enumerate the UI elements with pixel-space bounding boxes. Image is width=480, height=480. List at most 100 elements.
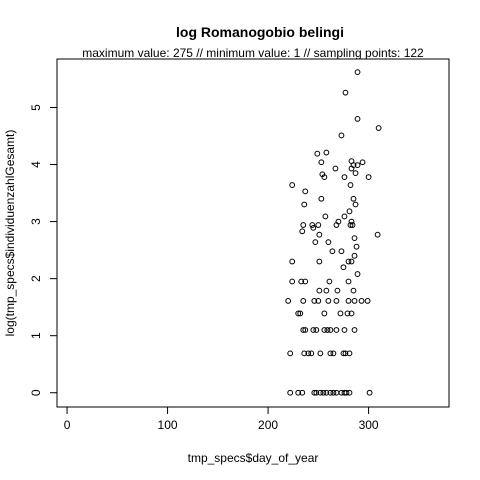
- x-tick-label: 200: [258, 418, 278, 432]
- y-tick-label: 3: [29, 218, 43, 225]
- data-point: [302, 327, 309, 333]
- data-point: [346, 350, 353, 357]
- data-point: [348, 258, 355, 265]
- data-point: [351, 297, 358, 304]
- data-point: [287, 350, 294, 357]
- data-point: [352, 170, 359, 176]
- data-point: [332, 165, 339, 172]
- data-point: [330, 350, 337, 357]
- data-point: [327, 327, 334, 333]
- data-point: [299, 228, 306, 235]
- data-point: [327, 350, 334, 357]
- data-point: [311, 297, 318, 304]
- data-points: [285, 69, 382, 396]
- data-point: [312, 239, 319, 246]
- data-point: [285, 297, 292, 304]
- data-point: [295, 389, 302, 396]
- data-point: [322, 213, 329, 220]
- data-point: [311, 389, 318, 396]
- y-axis-label: log(tmp_specs$individuenzahlGesamt): [3, 130, 17, 337]
- data-point: [324, 327, 331, 333]
- data-point: [300, 222, 307, 228]
- data-point: [327, 389, 334, 396]
- data-point: [354, 271, 361, 277]
- data-point: [319, 171, 326, 178]
- y-tick-label: 2: [29, 275, 43, 282]
- data-point: [323, 287, 330, 294]
- data-point: [316, 287, 323, 294]
- data-point: [350, 287, 357, 294]
- data-point: [346, 389, 353, 396]
- data-point: [345, 278, 352, 285]
- data-point: [337, 310, 344, 317]
- y-tick-label: 0: [29, 389, 43, 396]
- data-point: [315, 222, 322, 228]
- data-point: [333, 327, 340, 333]
- data-point: [354, 69, 361, 76]
- data-point: [317, 389, 324, 396]
- data-point: [343, 389, 350, 396]
- data-point: [325, 297, 332, 304]
- data-point: [297, 310, 304, 317]
- data-point: [348, 218, 355, 225]
- data-point: [289, 258, 296, 265]
- data-point: [313, 327, 320, 333]
- data-point: [309, 222, 316, 228]
- data-point: [310, 327, 317, 333]
- data-point: [348, 310, 355, 317]
- data-point: [300, 327, 307, 333]
- data-point: [302, 188, 309, 195]
- data-point: [301, 350, 308, 357]
- data-point: [300, 297, 307, 304]
- chart-subtitle: maximum value: 275 // minimum value: 1 /…: [82, 46, 424, 60]
- data-point: [299, 389, 306, 396]
- data-point: [349, 222, 356, 228]
- x-tick-label: 300: [359, 418, 379, 432]
- data-point: [340, 350, 347, 357]
- data-point: [350, 195, 357, 202]
- data-point: [302, 278, 309, 285]
- data-point: [358, 297, 365, 304]
- data-point: [301, 201, 308, 208]
- y-axis: 0 1 2 3 4 5: [29, 104, 57, 396]
- data-point: [353, 243, 360, 250]
- data-point: [305, 350, 312, 357]
- data-point: [326, 278, 333, 285]
- data-point: [335, 218, 342, 225]
- data-point: [338, 248, 345, 255]
- data-point: [341, 174, 348, 180]
- data-point: [344, 310, 351, 317]
- x-axis: 0 100 200 300: [64, 407, 379, 432]
- data-point: [359, 159, 366, 166]
- x-tick-label: 0: [64, 418, 71, 432]
- data-point: [340, 264, 347, 271]
- data-point: [287, 389, 294, 396]
- data-point: [298, 278, 305, 285]
- data-point: [333, 297, 340, 304]
- data-point: [321, 310, 328, 317]
- y-tick-label: 4: [29, 161, 43, 168]
- data-point: [366, 389, 373, 396]
- data-point: [352, 201, 359, 208]
- data-point: [345, 258, 352, 265]
- data-point: [317, 350, 324, 357]
- y-tick-label: 5: [29, 104, 43, 111]
- data-point: [318, 159, 325, 166]
- data-point: [375, 125, 382, 131]
- data-point: [354, 162, 361, 169]
- data-point: [323, 149, 330, 156]
- data-point: [341, 327, 348, 333]
- data-point: [347, 222, 354, 228]
- data-point: [351, 235, 358, 242]
- data-point: [374, 231, 381, 238]
- data-point: [321, 327, 328, 333]
- data-point: [330, 389, 337, 396]
- data-point: [325, 239, 332, 246]
- y-tick-label: 1: [29, 332, 43, 339]
- data-point: [314, 150, 321, 157]
- plot-area-frame: [56, 58, 450, 408]
- data-point: [347, 182, 354, 188]
- data-point: [310, 224, 317, 231]
- data-point: [295, 310, 302, 317]
